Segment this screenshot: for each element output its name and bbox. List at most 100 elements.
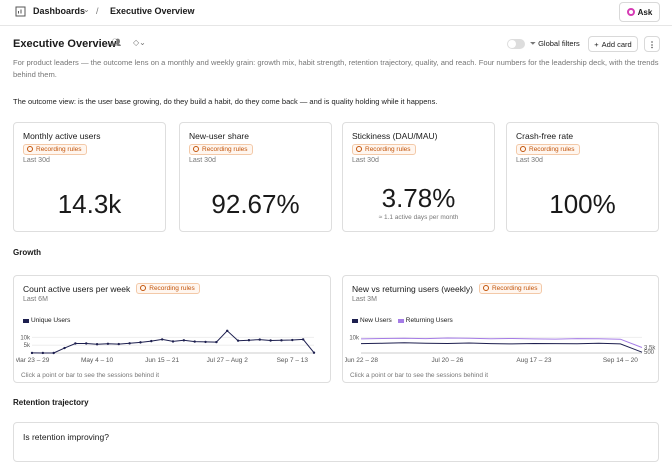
metric-value: 92.67% xyxy=(211,189,300,219)
card-title: New vs returning users (weekly) xyxy=(352,283,473,294)
data-point xyxy=(85,342,88,345)
data-point xyxy=(247,338,251,342)
chart: 10k Jun 22 – 28 Jul 20 – 26 Aug 17 – 23 Sep … xyxy=(345,335,656,364)
metric-note: ≈ 1.1 active days per month xyxy=(378,214,459,221)
end-label: 500 xyxy=(644,350,655,356)
y-tick-label: 5k xyxy=(24,343,31,349)
end-label: 3.5k xyxy=(644,346,656,352)
data-point xyxy=(150,339,153,343)
date-range: Last 30d xyxy=(189,157,216,164)
card-title: Is retention improving? xyxy=(23,432,109,442)
data-point xyxy=(204,340,207,344)
ask-icon xyxy=(626,8,635,16)
chart-card: Count active users per week Recording rul… xyxy=(13,275,331,383)
data-point xyxy=(30,351,34,355)
section-title: Growth xyxy=(13,248,41,257)
badge: Recording rules xyxy=(189,144,253,155)
legend-item: Unique Users xyxy=(23,317,70,324)
data-point xyxy=(258,338,261,341)
x-tick-label: Mar 23 – 29 xyxy=(16,357,50,364)
legend-label: Unique Users xyxy=(31,317,71,324)
card-title: Crash-free rate xyxy=(516,131,574,141)
page-title: Executive Overview xyxy=(13,38,117,50)
data-point xyxy=(41,351,45,355)
ask-button[interactable]: Ask xyxy=(619,2,660,22)
data-point xyxy=(312,351,316,354)
data-point xyxy=(63,346,66,350)
legend-swatch xyxy=(352,318,358,323)
x-tick-label: Jun 15 – 21 xyxy=(145,357,179,364)
x-tick-label: Aug 17 – 23 xyxy=(516,357,551,364)
x-tick-label: Jul 27 – Aug 2 xyxy=(207,357,249,364)
line-series xyxy=(360,342,643,353)
tag-icon[interactable]: ◇⌄ xyxy=(133,38,146,47)
global-filters-label: Global filters xyxy=(538,39,580,48)
page: Dashboards ⌄ / Executive Overview ⌄ Ask … xyxy=(0,0,672,440)
legend-label: New Users xyxy=(360,317,392,324)
data-point xyxy=(226,329,229,332)
chevron: ⌄ xyxy=(188,5,195,14)
data-point xyxy=(236,339,240,342)
badge: Recording rules xyxy=(23,144,87,155)
y-tick-label: 10k xyxy=(349,335,360,341)
data-point xyxy=(160,338,164,341)
legend-item: Returning Users xyxy=(397,317,453,324)
card-title: Monthly active users xyxy=(23,131,101,141)
legend-label: Returning Users xyxy=(405,317,453,324)
data-point xyxy=(74,342,77,345)
date-range: Last 30d xyxy=(352,157,379,164)
data-point xyxy=(193,340,196,343)
card-title: Count active users per week xyxy=(23,283,131,294)
data-point xyxy=(291,338,294,342)
section-title: Retention trajectory xyxy=(13,398,89,407)
line-series xyxy=(360,337,643,348)
data-point xyxy=(301,338,305,341)
card-title: New-user share xyxy=(189,131,249,141)
metric-card: Crash-free rate Recording rules Last 30d 10… xyxy=(506,122,659,232)
ask-label: Ask xyxy=(637,7,653,17)
card-title: Stickiness (DAU/MAU) xyxy=(352,131,438,141)
legend: Unique Users xyxy=(23,317,70,324)
description: For product leaders — the outcome lens o… xyxy=(13,58,659,79)
card-header: Count active users per week Recording rul… xyxy=(23,283,200,294)
x-tick-label: Jul 20 – 26 xyxy=(432,357,464,364)
legend: New Users Returning Users xyxy=(352,317,453,324)
add-card-button[interactable]: + Add card xyxy=(588,36,638,52)
chart-footer: Click a point or bar to see the sessions… xyxy=(21,372,160,379)
retention-card: Is retention improving? xyxy=(13,422,659,462)
chart-card: New vs returning users (weekly) Recording… xyxy=(342,275,659,383)
metric-value: 3.78% xyxy=(381,183,456,213)
x-tick-label: Sep 14 – 20 xyxy=(603,357,638,364)
metric-card: New-user share Recording rules Last 30d 92.… xyxy=(179,122,332,232)
intro: The outcome view: is the user base growi… xyxy=(13,97,438,106)
card-header: New vs returning users (weekly) Recording… xyxy=(352,283,543,294)
breadcrumb-root[interactable]: Dashboards xyxy=(33,6,86,16)
metric-value: 100% xyxy=(549,189,616,219)
global-filters[interactable]: ⏷ Global filters xyxy=(530,39,580,48)
data-point xyxy=(117,342,120,346)
data-point xyxy=(52,351,55,355)
data-point xyxy=(128,342,131,345)
add-card-label: Add card xyxy=(601,39,632,49)
metric-card: Stickiness (DAU/MAU) Recording rules Last … xyxy=(342,122,495,232)
data-point xyxy=(269,339,272,342)
date-range: Last 3M xyxy=(352,296,377,303)
metric-value: 14.3k xyxy=(57,189,122,219)
badge: Recording rules xyxy=(516,144,580,155)
badge: Recording rules xyxy=(352,144,416,155)
legend-swatch xyxy=(23,318,29,323)
date-range: Last 6M xyxy=(23,296,48,303)
badge: Recording rules xyxy=(136,283,200,294)
more-button[interactable]: ⋮ xyxy=(644,36,660,52)
breadcrumb-current[interactable]: Executive Overview xyxy=(110,6,195,16)
chevron: ⌄ xyxy=(83,5,90,14)
top-bar xyxy=(0,0,672,26)
data-point xyxy=(215,340,218,344)
data-point xyxy=(280,339,283,342)
chart: 5k 10k Mar 23 – 29 May 4 – 10 Jun 15 – 21 Jul… xyxy=(16,329,316,364)
x-tick-label: Sep 7 – 13 xyxy=(277,357,309,364)
x-tick-label: Jun 22 – 28 xyxy=(345,357,378,364)
people-icon[interactable]: 👥︎ xyxy=(111,38,122,47)
toggle[interactable] xyxy=(507,39,525,49)
metric-card: Monthly active users Recording rules Last … xyxy=(13,122,166,232)
